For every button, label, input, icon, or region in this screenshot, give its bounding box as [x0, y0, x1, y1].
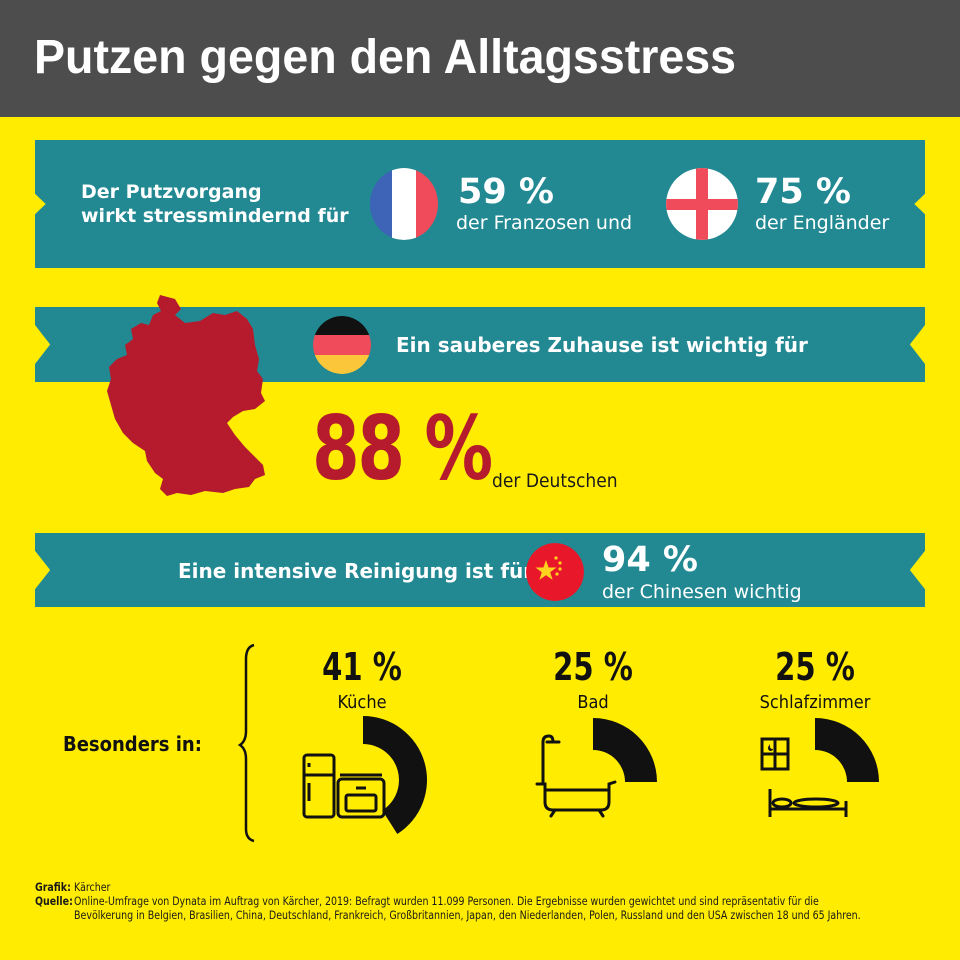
france-caption: der Franzosen und [456, 212, 633, 234]
germany-heading: Ein sauberes Zuhause ist wichtig für [396, 333, 808, 357]
room-label-kitchen: Küche [337, 692, 387, 713]
arc-kitchen [363, 716, 427, 835]
france-flag-icon [370, 168, 438, 240]
quelle-value: Online-Umfrage von Dynata im Auftrag von… [74, 895, 861, 922]
room-value-bedroom: 25 % [775, 645, 855, 689]
room-label-bedroom: Schlafzimmer [759, 692, 871, 713]
footer-quelle: Quelle: Online-Umfrage von Dynata im Auf… [35, 895, 863, 923]
stress-label: Der Putzvorgang wirkt stressmindernd für [81, 180, 349, 228]
header-bar: Putzen gegen den Alltagsstress [0, 0, 960, 117]
curly-brace-icon [237, 643, 255, 843]
england-caption: der Engländer [755, 212, 890, 234]
ribbon-stress [35, 140, 925, 268]
england-flag-icon [666, 168, 738, 240]
stress-label-line1: Der Putzvorgang [81, 181, 262, 203]
france-value: 59 % [458, 172, 554, 212]
germany-value: 88 % [312, 397, 493, 500]
germany-flag-icon [313, 316, 371, 374]
england-value: 75 % [755, 172, 851, 212]
stress-label-line2: wirkt stressmindernd für [81, 205, 349, 227]
ribbon-china [35, 533, 925, 607]
arc-bathroom [593, 718, 657, 782]
bathtub-icon [535, 734, 617, 818]
room-value-kitchen: 41 % [322, 645, 402, 689]
china-caption: der Chinesen wichtig [602, 581, 802, 603]
grafik-label: Grafik: [35, 881, 71, 894]
germany-map-icon [107, 295, 265, 496]
arc-bedroom [815, 718, 879, 782]
china-label: Eine intensive Reinigung ist für [178, 559, 534, 583]
rooms-label: Besonders in: [63, 732, 202, 756]
bed-window-icon [760, 737, 848, 817]
room-label-bathroom: Bad [577, 692, 609, 713]
footer: Grafik: Kärcher Quelle: Online-Umfrage v… [35, 881, 863, 923]
grafik-value: Kärcher [74, 881, 111, 894]
page-title: Putzen gegen den Alltagsstress [34, 31, 737, 84]
germany-caption: der Deutschen [492, 470, 618, 492]
china-flag-icon [526, 543, 584, 601]
kitchen-appliances-icon [302, 753, 386, 819]
room-value-bathroom: 25 % [553, 645, 633, 689]
quelle-label: Quelle: [35, 895, 73, 908]
footer-grafik: Grafik: Kärcher [35, 881, 863, 895]
china-value: 94 % [602, 540, 698, 580]
